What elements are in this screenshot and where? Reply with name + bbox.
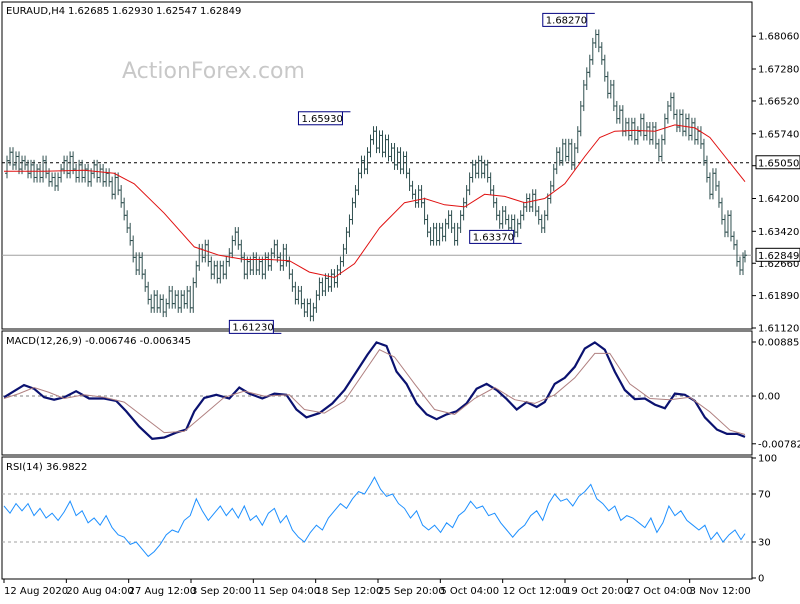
y-tick-label: 70	[758, 490, 771, 501]
y-tick-label: 1.61890	[758, 291, 799, 302]
y-tick-label: 1.61120	[758, 324, 799, 335]
annotation-label-2: 1.61230	[232, 322, 273, 333]
level-label-box-1	[755, 247, 800, 262]
annotation-box-1	[297, 111, 343, 126]
rsi-title: RSI(14) 36.9822	[6, 462, 87, 473]
y-tick-label: 0.00	[758, 392, 780, 403]
x-tick-label: 20 Aug 04:00	[66, 586, 133, 597]
x-tick-label: 3 Nov 12:00	[690, 586, 751, 597]
level-label-1: 1.62849	[758, 251, 799, 262]
price-bars	[5, 29, 747, 322]
x-tick-label: 18 Sep 12:00	[316, 586, 383, 597]
y-tick-label: 1.63420	[758, 227, 799, 238]
y-tick-label: -0.007826	[758, 439, 800, 450]
annotation-box-0	[542, 12, 588, 27]
x-tick-label: 27 Oct 04:00	[627, 586, 692, 597]
price-header-low: 1.62547	[156, 6, 197, 17]
axes: 1.680601.672801.665201.657401.649801.642…	[3, 32, 800, 597]
watermark: ActionForex.com	[122, 59, 305, 84]
y-tick-label: 1.64200	[758, 194, 799, 205]
price-header-symbol: EURAUD,H4	[6, 6, 65, 17]
annotation-label-1: 1.65930	[301, 114, 342, 125]
annotation-box-3	[469, 229, 515, 244]
x-tick-label: 27 Aug 12:00	[129, 586, 196, 597]
x-tick-label: 3 Sep 20:00	[191, 586, 251, 597]
y-tick-label: 30	[758, 538, 771, 549]
y-tick-label: 1.66520	[758, 96, 799, 107]
level-label-box-0	[755, 155, 800, 170]
x-tick-label: 19 Oct 20:00	[565, 586, 630, 597]
y-tick-label: 1.65740	[758, 129, 799, 140]
annotation-label-0: 1.68270	[546, 15, 587, 26]
x-tick-label: 25 Sep 20:00	[378, 586, 445, 597]
price-plot: 1.68270 1.65930 1.61230 1.63370	[2, 12, 752, 334]
moving-average-line	[4, 124, 746, 279]
x-tick-label: 12 Aug 2020	[4, 586, 68, 597]
price-header-close: 1.62849	[200, 6, 241, 17]
y-tick-label: 1.62660	[758, 259, 799, 270]
macd-panel-frame	[1, 330, 753, 456]
y-tick-label: 0.008859	[758, 338, 800, 349]
y-tick-label: 1.67280	[758, 65, 799, 76]
rsi-panel-frame	[1, 456, 753, 580]
y-tick-label: 100	[758, 454, 777, 465]
macd-signal-line	[3, 349, 746, 435]
x-tick-label: 5 Oct 04:00	[440, 586, 499, 597]
x-tick-label: 12 Oct 12:00	[503, 586, 568, 597]
level-label-0: 1.65050	[758, 158, 799, 169]
annotation-box-2	[228, 319, 274, 334]
annotation-label-3: 1.63370	[473, 232, 514, 243]
macd-macd-line	[3, 341, 746, 440]
y-tick-label: 0	[758, 574, 764, 585]
macd-title: MACD(12,26,9) -0.006746 -0.006345	[6, 336, 191, 347]
macd-plot	[2, 341, 752, 440]
rsi-line	[3, 476, 746, 558]
x-tick-label: 11 Sep 04:00	[253, 586, 320, 597]
price-header-high: 1.62930	[112, 6, 153, 17]
y-tick-label: 1.68060	[758, 32, 799, 43]
price-header-open: 1.62685	[68, 6, 109, 17]
rsi-plot	[2, 476, 752, 558]
